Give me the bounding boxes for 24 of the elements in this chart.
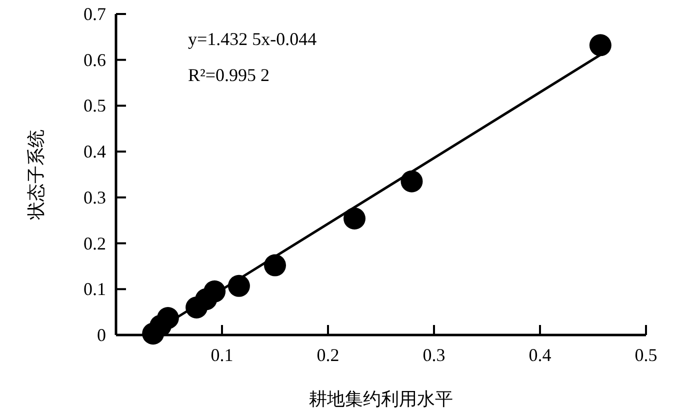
x-tick-label: 0.3 [422,345,446,365]
y-tick-label: 0.7 [84,4,106,24]
x-axis-title: 耕地集约利用水平 [309,389,453,410]
annotation: y=1.432 5x-0.044 [188,29,317,49]
y-tick-label: 0.1 [84,279,106,300]
x-tick-label: 0.4 [528,345,552,365]
x-tick-label: 0.1 [210,345,234,365]
point [264,254,286,276]
point [204,280,226,302]
point [344,208,366,230]
point [156,307,179,330]
x-tick-label: 0.2 [316,345,340,365]
y-tick-label: 0.3 [84,187,106,208]
y-tick-label: 0.5 [84,96,106,116]
y-tick-label: 0.4 [84,142,106,162]
point [400,170,423,192]
y-tick-label: 0.2 [84,233,106,254]
annotation: R²=0.995 2 [188,65,270,85]
y-axis-title: 状态子系统 [26,130,47,220]
x-tick-label: 0.5 [634,345,658,365]
y-tick-label: 0.6 [84,50,106,70]
point [589,34,612,56]
y-tick-label: 0 [97,325,106,345]
point [228,274,250,297]
